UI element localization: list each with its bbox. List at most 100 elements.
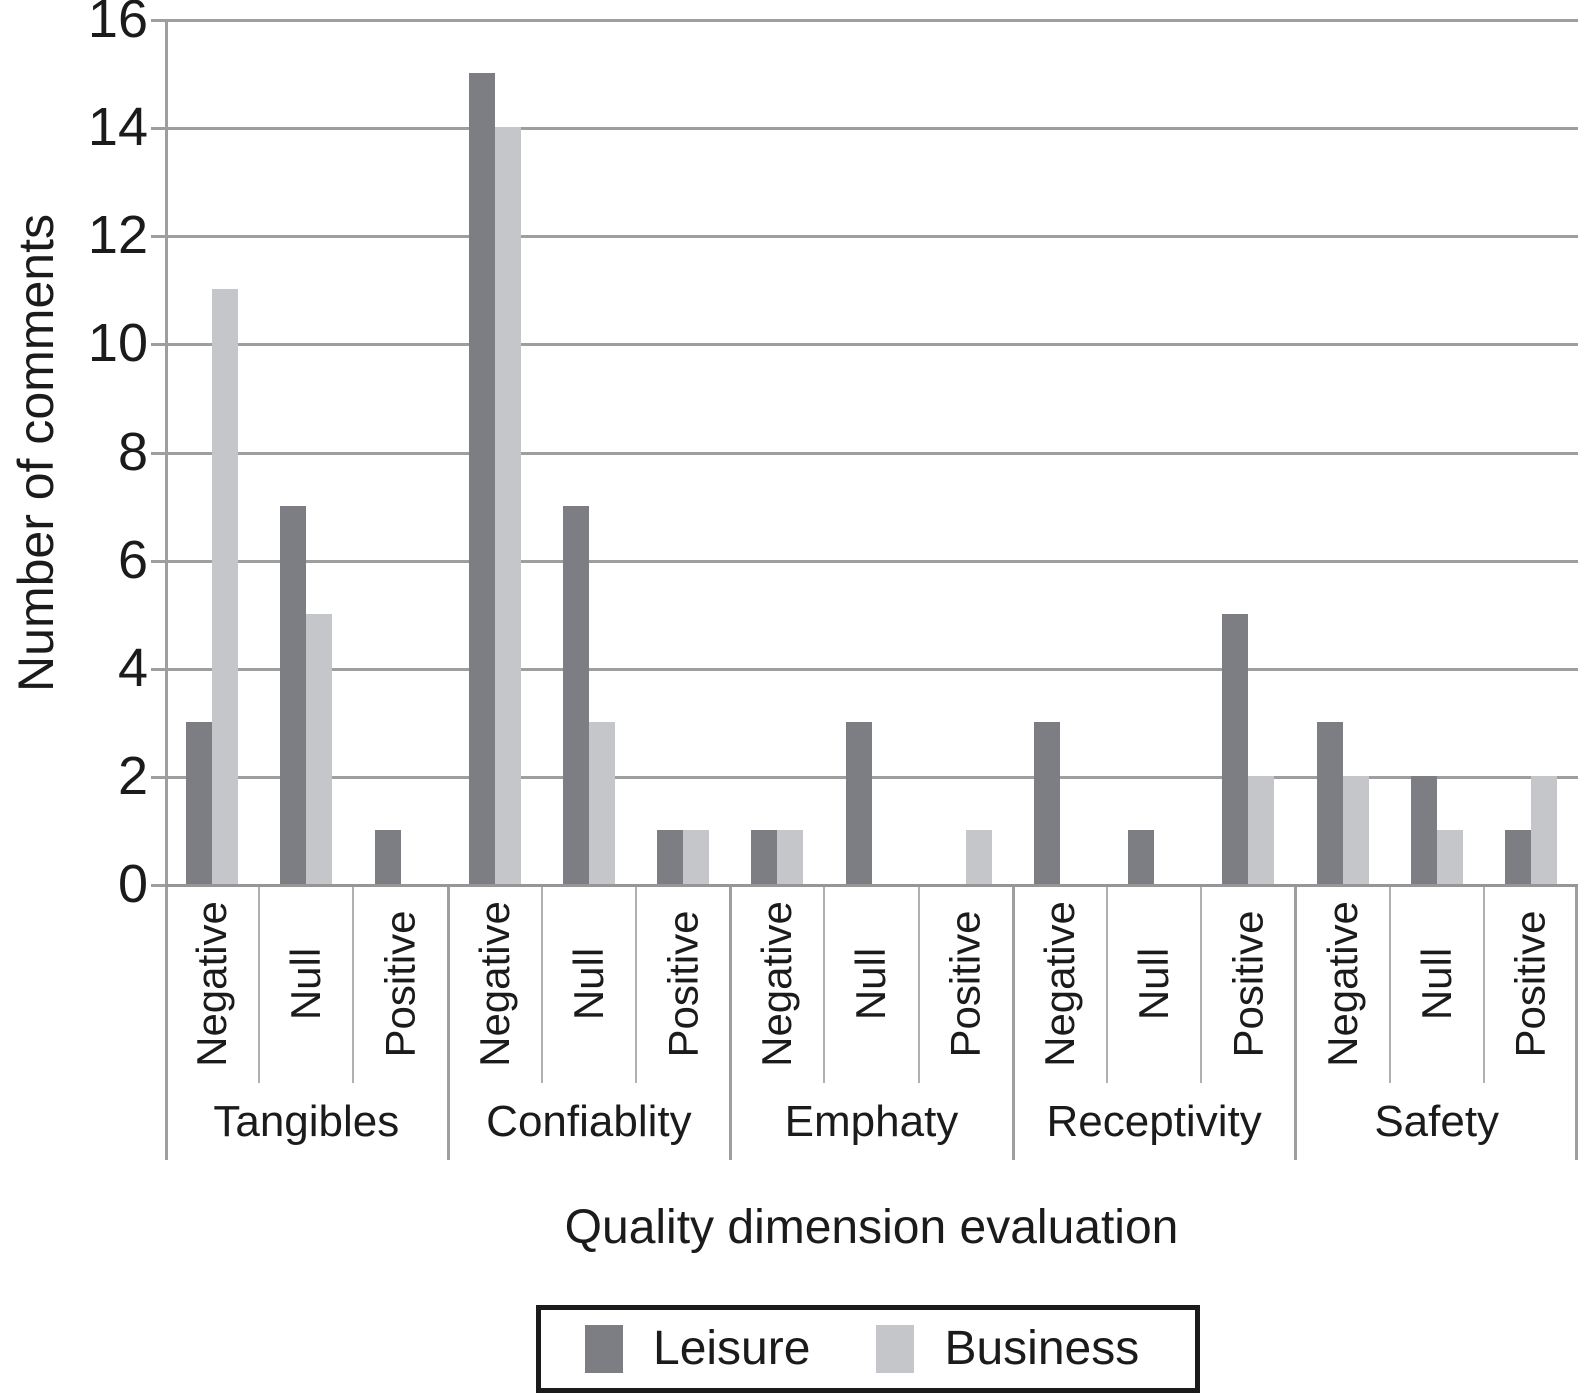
category-separator (1482, 885, 1485, 1083)
category-label-cell-safety-negative: Negative (1295, 885, 1389, 1083)
category-label: Positive (941, 910, 989, 1058)
y-tick-8 (151, 451, 165, 455)
group-label: Confiablity (486, 1096, 692, 1146)
bar-business-safety-positive (1530, 775, 1557, 884)
category-label-cell-confiablity-positive: Positive (636, 885, 730, 1083)
group-label: Tangibles (213, 1096, 400, 1146)
category-label: Null (282, 947, 330, 1021)
group-label: Receptivity (1046, 1096, 1262, 1146)
category-separator (1200, 885, 1203, 1083)
category-separator (917, 885, 920, 1083)
label-area-left-border (165, 885, 168, 1160)
gridline-14 (165, 127, 1578, 131)
category-label-cell-tangibles-negative: Negative (165, 885, 259, 1083)
bar-business-receptivity-positive (1248, 775, 1275, 884)
x-axis-labels: Negative Null Positive Tangibles Negative Nul… (165, 885, 1578, 1160)
category-separator (258, 885, 261, 1083)
y-tick-12 (151, 235, 165, 239)
plot-area (151, 19, 1578, 887)
group-separator (446, 885, 450, 1160)
gridline-4 (165, 667, 1578, 671)
bar-leisure-tangibles-negative (186, 721, 213, 884)
gridline-16 (165, 19, 1578, 22)
bar-business-emphaty-negative (777, 829, 804, 884)
category-label: Positive (659, 910, 707, 1058)
category-label-cell-safety-positive: Positive (1484, 885, 1578, 1083)
bar-leisure-tangibles-null (280, 505, 307, 884)
bar-business-safety-negative (1342, 775, 1369, 884)
category-label-cell-tangibles-null: Null (259, 885, 353, 1083)
x-axis-title: Quality dimension evaluation (564, 1201, 1179, 1254)
gridline-8 (165, 451, 1578, 455)
group-separator (1011, 885, 1015, 1160)
legend-label-business: Business (944, 1322, 1140, 1375)
y-tick-label-14: 14 (87, 97, 148, 158)
category-label-cell-safety-null: Null (1390, 885, 1484, 1083)
category-label: Negative (753, 901, 801, 1067)
y-tick-6 (151, 559, 165, 563)
y-tick-label-8: 8 (117, 421, 148, 482)
group-label: Emphaty (784, 1096, 959, 1146)
category-label: Positive (376, 910, 424, 1058)
y-tick-16 (151, 19, 165, 22)
group-label: Safety (1374, 1096, 1500, 1146)
legend-label-leisure: Leisure (653, 1322, 811, 1375)
y-axis-line (165, 20, 168, 885)
group-separator (1294, 885, 1298, 1160)
bar-leisure-receptivity-null (1128, 829, 1155, 884)
y-tick-label-4: 4 (117, 637, 148, 698)
category-label-cell-emphaty-negative: Negative (730, 885, 824, 1083)
category-separator (1106, 885, 1108, 1083)
y-tick-label-10: 10 (87, 313, 148, 374)
bar-leisure-receptivity-negative (1033, 721, 1060, 884)
category-label-cell-confiablity-negative: Negative (448, 885, 542, 1083)
category-label-cell-emphaty-null: Null (824, 885, 918, 1083)
category-label: Positive (1224, 910, 1272, 1058)
group-label-cell-receptivity: Receptivity (1013, 1083, 1296, 1160)
category-label: Negative (188, 901, 236, 1067)
bar-leisure-safety-null (1410, 775, 1437, 884)
bar-leisure-confiablity-null (562, 505, 589, 884)
category-label: Null (1412, 947, 1460, 1021)
y-tick-label-6: 6 (117, 529, 148, 590)
bar-leisure-safety-negative (1316, 721, 1343, 884)
category-label-cell-receptivity-negative: Negative (1013, 885, 1107, 1083)
category-separator (540, 885, 543, 1083)
gridline-10 (165, 343, 1578, 347)
category-label: Null (847, 947, 895, 1021)
category-label-cell-emphaty-positive: Positive (919, 885, 1013, 1083)
category-label: Null (564, 947, 612, 1021)
category-separator (352, 885, 355, 1083)
group-label-cell-confiablity: Confiablity (448, 1083, 731, 1160)
group-label-cell-emphaty: Emphaty (730, 1083, 1013, 1160)
category-label-cell-receptivity-positive: Positive (1201, 885, 1295, 1083)
category-label: Null (1130, 947, 1178, 1021)
category-label: Negative (1035, 901, 1083, 1067)
category-label-cell-confiablity-null: Null (542, 885, 636, 1083)
category-separator (823, 885, 826, 1083)
bar-business-emphaty-positive (965, 829, 992, 884)
bar-leisure-receptivity-positive (1222, 613, 1249, 884)
y-tick-4 (151, 667, 165, 671)
legend-swatch-business (876, 1325, 915, 1373)
y-tick-label-2: 2 (117, 745, 148, 806)
bar-business-confiablity-positive (683, 829, 710, 884)
y-tick-0 (151, 884, 165, 887)
category-separator (635, 885, 637, 1083)
category-label: Positive (1506, 910, 1554, 1058)
gridline-12 (165, 235, 1578, 239)
bar-leisure-emphaty-null (845, 721, 872, 884)
bar-business-confiablity-null (588, 721, 615, 884)
legend: Leisure Business (536, 1305, 1200, 1393)
label-area-right-border (1575, 885, 1578, 1160)
bar-business-confiablity-negative (494, 127, 521, 884)
bar-leisure-emphaty-negative (751, 829, 778, 884)
y-tick-label-0: 0 (117, 854, 148, 914)
bar-business-safety-null (1436, 829, 1463, 884)
y-tick-10 (151, 343, 165, 347)
category-label-cell-tangibles-positive: Positive (353, 885, 447, 1083)
bar-leisure-tangibles-positive (374, 829, 401, 884)
bar-leisure-confiablity-negative (468, 73, 495, 884)
gridline-2 (165, 775, 1578, 779)
